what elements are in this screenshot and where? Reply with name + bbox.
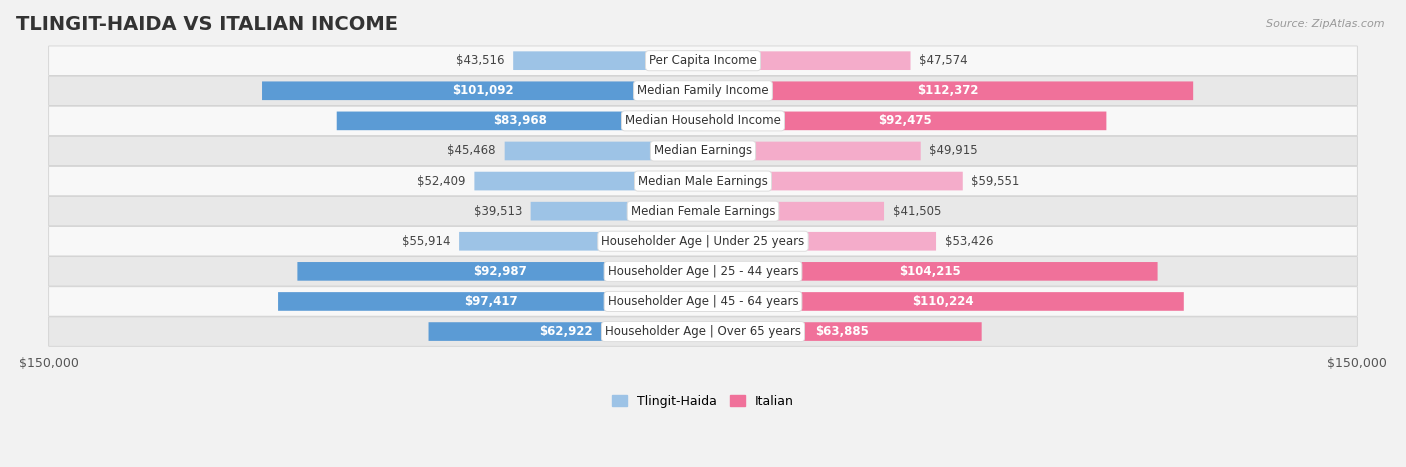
FancyBboxPatch shape xyxy=(49,257,1357,286)
FancyBboxPatch shape xyxy=(336,112,703,130)
FancyBboxPatch shape xyxy=(262,81,703,100)
FancyBboxPatch shape xyxy=(513,51,703,70)
FancyBboxPatch shape xyxy=(703,262,1157,281)
FancyBboxPatch shape xyxy=(703,112,1107,130)
Text: Per Capita Income: Per Capita Income xyxy=(650,54,756,67)
FancyBboxPatch shape xyxy=(460,232,703,251)
Text: $112,372: $112,372 xyxy=(917,84,979,97)
Text: Median Family Income: Median Family Income xyxy=(637,84,769,97)
Text: Median Male Earnings: Median Male Earnings xyxy=(638,175,768,188)
FancyBboxPatch shape xyxy=(49,76,1357,106)
Text: Householder Age | Under 25 years: Householder Age | Under 25 years xyxy=(602,235,804,248)
Text: $47,574: $47,574 xyxy=(920,54,967,67)
FancyBboxPatch shape xyxy=(49,226,1357,256)
FancyBboxPatch shape xyxy=(49,166,1357,196)
FancyBboxPatch shape xyxy=(49,136,1357,166)
Text: Householder Age | Over 65 years: Householder Age | Over 65 years xyxy=(605,325,801,338)
FancyBboxPatch shape xyxy=(474,172,703,191)
FancyBboxPatch shape xyxy=(278,292,703,311)
Text: $63,885: $63,885 xyxy=(815,325,869,338)
Text: $45,468: $45,468 xyxy=(447,144,496,157)
FancyBboxPatch shape xyxy=(703,232,936,251)
Text: $92,475: $92,475 xyxy=(877,114,932,127)
Text: $101,092: $101,092 xyxy=(451,84,513,97)
Text: $43,516: $43,516 xyxy=(456,54,505,67)
Text: $62,922: $62,922 xyxy=(538,325,592,338)
Text: Householder Age | 45 - 64 years: Householder Age | 45 - 64 years xyxy=(607,295,799,308)
FancyBboxPatch shape xyxy=(429,322,703,341)
FancyBboxPatch shape xyxy=(49,197,1357,226)
Text: $104,215: $104,215 xyxy=(900,265,962,278)
FancyBboxPatch shape xyxy=(49,317,1357,346)
FancyBboxPatch shape xyxy=(703,142,921,160)
Text: $59,551: $59,551 xyxy=(972,175,1019,188)
Text: Median Female Earnings: Median Female Earnings xyxy=(631,205,775,218)
FancyBboxPatch shape xyxy=(49,287,1357,316)
FancyBboxPatch shape xyxy=(530,202,703,220)
Text: $97,417: $97,417 xyxy=(464,295,517,308)
Text: $53,426: $53,426 xyxy=(945,235,993,248)
FancyBboxPatch shape xyxy=(49,106,1357,135)
Text: Householder Age | 25 - 44 years: Householder Age | 25 - 44 years xyxy=(607,265,799,278)
FancyBboxPatch shape xyxy=(703,81,1194,100)
FancyBboxPatch shape xyxy=(298,262,703,281)
FancyBboxPatch shape xyxy=(703,51,911,70)
Text: $52,409: $52,409 xyxy=(418,175,465,188)
Text: Source: ZipAtlas.com: Source: ZipAtlas.com xyxy=(1267,19,1385,28)
FancyBboxPatch shape xyxy=(703,172,963,191)
FancyBboxPatch shape xyxy=(703,322,981,341)
FancyBboxPatch shape xyxy=(703,202,884,220)
FancyBboxPatch shape xyxy=(505,142,703,160)
Text: $41,505: $41,505 xyxy=(893,205,941,218)
Legend: Tlingit-Haida, Italian: Tlingit-Haida, Italian xyxy=(607,390,799,413)
Text: Median Household Income: Median Household Income xyxy=(626,114,780,127)
Text: $49,915: $49,915 xyxy=(929,144,979,157)
FancyBboxPatch shape xyxy=(703,292,1184,311)
Text: $110,224: $110,224 xyxy=(912,295,974,308)
Text: Median Earnings: Median Earnings xyxy=(654,144,752,157)
Text: TLINGIT-HAIDA VS ITALIAN INCOME: TLINGIT-HAIDA VS ITALIAN INCOME xyxy=(15,15,398,34)
Text: $39,513: $39,513 xyxy=(474,205,522,218)
FancyBboxPatch shape xyxy=(49,46,1357,75)
Text: $92,987: $92,987 xyxy=(474,265,527,278)
Text: $55,914: $55,914 xyxy=(402,235,450,248)
Text: $83,968: $83,968 xyxy=(494,114,547,127)
